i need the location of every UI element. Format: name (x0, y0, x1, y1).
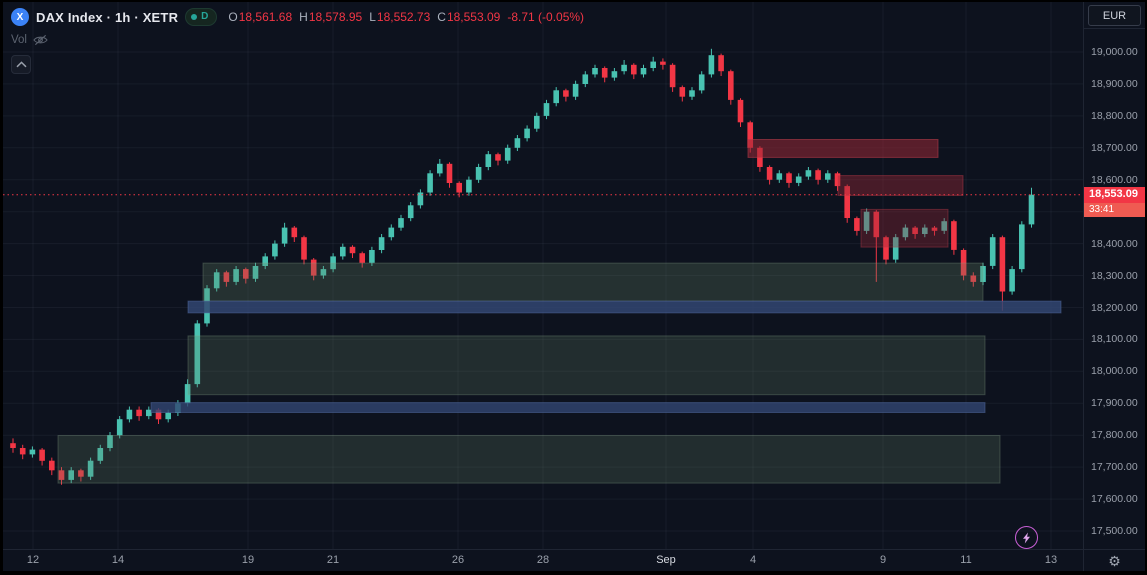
lightning-icon (1022, 532, 1031, 544)
time-label: 4 (749, 554, 757, 566)
time-label: 13 (1044, 554, 1058, 566)
time-label: 28 (536, 554, 550, 566)
time-label: 19 (241, 554, 255, 566)
price-tick: 17,900.00 (1091, 397, 1138, 410)
chart-window: X DAX Index · 1h · XETR D O 18,561.68 H 18… (3, 2, 1145, 571)
support-band-2[interactable] (150, 402, 986, 414)
volume-row: Vol (11, 34, 584, 46)
supply-zone-1[interactable] (747, 139, 939, 158)
volume-label: Vol (11, 34, 27, 46)
ohlc-readout: O 18,561.68 H 18,578.95 L 18,552.73 C 18,553… (228, 10, 584, 24)
time-label: 12 (26, 554, 40, 566)
current-price-value: 18,553.09 (1084, 186, 1145, 203)
axis-settings-corner[interactable]: ⚙ (1083, 550, 1145, 571)
price-tick: 17,500.00 (1091, 525, 1138, 537)
price-tick: 18,900.00 (1091, 77, 1138, 90)
open-label: O (228, 10, 238, 24)
price-tick: 17,700.00 (1091, 461, 1138, 474)
high-label: H (299, 10, 308, 24)
time-label: 26 (451, 554, 465, 566)
demand-zone-3[interactable] (57, 435, 1001, 484)
low-label: L (369, 10, 376, 24)
currency-button[interactable]: EUR (1088, 5, 1141, 26)
chevron-up-icon (15, 61, 27, 68)
symbol-title[interactable]: DAX Index · 1h · XETR (36, 9, 179, 25)
time-label: 9 (879, 554, 887, 566)
supply-zone-3[interactable] (860, 208, 949, 248)
candlestick-chart[interactable] (3, 2, 1083, 549)
price-tick: 18,400.00 (1091, 237, 1138, 250)
visibility-off-icon[interactable] (33, 34, 48, 46)
status-dot-icon (191, 14, 198, 20)
price-tick: 18,100.00 (1091, 333, 1138, 346)
support-band-1[interactable] (187, 300, 1062, 314)
time-label: 21 (326, 554, 340, 566)
price-tick: 18,300.00 (1091, 269, 1138, 282)
price-tick: 18,200.00 (1091, 301, 1138, 314)
status-badge-label: D (201, 11, 209, 22)
chart-plot-area[interactable]: X DAX Index · 1h · XETR D O 18,561.68 H 18… (3, 2, 1083, 549)
bar-countdown: 33:41 (1084, 202, 1145, 217)
settings-gear-icon[interactable]: ⚙ (1108, 552, 1121, 569)
close-label: C (437, 10, 446, 24)
time-axis[interactable]: 12 14 19 21 26 28 Sep 4 9 11 13 ⚙ (3, 549, 1145, 571)
price-tick: 19,000.00 (1091, 46, 1138, 58)
boost-button[interactable] (1015, 526, 1038, 549)
price-tick: 18,700.00 (1091, 141, 1138, 154)
supply-zone-2[interactable] (837, 175, 964, 196)
axis-divider (1084, 28, 1145, 29)
symbol-header-row: X DAX Index · 1h · XETR D O 18,561.68 H 18… (11, 7, 584, 27)
time-label: Sep (656, 554, 676, 566)
current-price-badge: 18,553.09 33:41 (1084, 186, 1145, 217)
demand-zone-2[interactable] (187, 335, 986, 396)
time-label: 14 (111, 554, 125, 566)
price-axis[interactable]: EUR 19,000.00 18,900.00 18,800.00 18,700.00… (1083, 2, 1145, 549)
price-tick: 17,800.00 (1091, 429, 1138, 442)
market-status-badge[interactable]: D (185, 8, 218, 26)
close-value: 18,553.09 (446, 10, 501, 24)
high-value: 18,578.95 (308, 10, 363, 24)
price-tick: 18,600.00 (1091, 173, 1138, 186)
chart-legend: X DAX Index · 1h · XETR D O 18,561.68 H 18… (11, 7, 584, 74)
symbol-logo-icon: X (11, 8, 29, 26)
low-value: 18,552.73 (376, 10, 431, 24)
time-label: 11 (960, 554, 972, 566)
price-tick: 17,600.00 (1091, 493, 1138, 506)
demand-zone-1[interactable] (202, 262, 984, 302)
price-tick: 18,000.00 (1091, 365, 1138, 378)
price-tick: 18,800.00 (1091, 109, 1138, 122)
open-value: 18,561.68 (238, 10, 293, 24)
collapse-panel-button[interactable] (11, 55, 31, 74)
change-value: -8.71 (-0.05%) (507, 10, 585, 24)
